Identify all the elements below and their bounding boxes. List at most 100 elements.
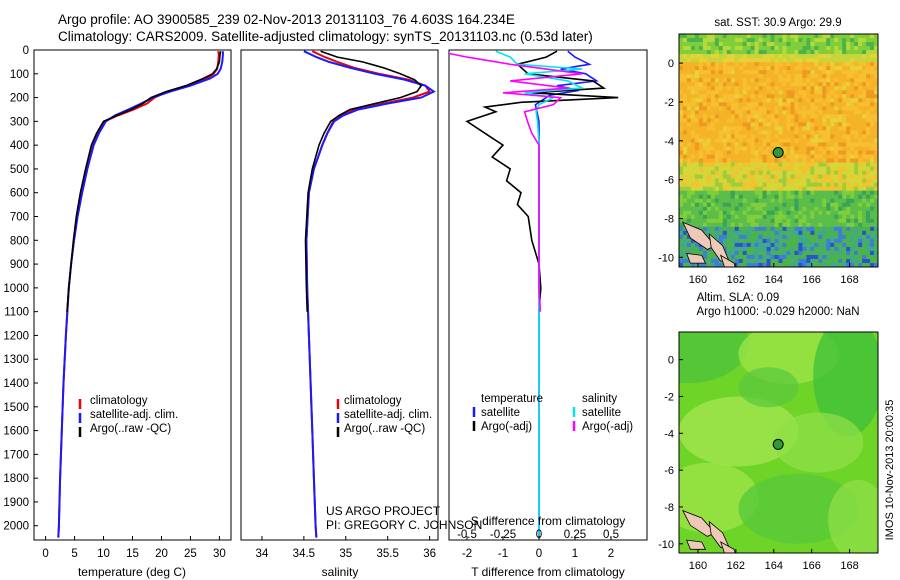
sst-cell (830, 238, 835, 244)
sst-cell (766, 194, 771, 200)
sst-cell (754, 210, 759, 216)
sst-cell (862, 214, 867, 220)
sst-cell (762, 46, 767, 51)
sst-cell (710, 54, 716, 59)
sst-cell (870, 194, 875, 200)
sst-cell (806, 126, 811, 131)
sst-cell (754, 98, 759, 103)
sst-cell (754, 74, 759, 79)
sst-cell (778, 34, 783, 39)
sst-cell (782, 54, 787, 59)
sst-cell (830, 118, 835, 123)
sst-cell (730, 258, 736, 264)
sst-cell (870, 90, 875, 95)
sst-cell (786, 142, 791, 147)
sst-cell (766, 146, 771, 151)
sst-cell (834, 130, 839, 135)
sst-cell (770, 222, 775, 228)
sst-cell (826, 170, 831, 176)
sst-cell (826, 42, 831, 47)
sst-cell (826, 194, 831, 200)
sst-cell (826, 234, 831, 240)
sst-cell (842, 134, 847, 139)
sst-cell (746, 226, 752, 232)
sst-cell (794, 158, 799, 163)
sst-cell (866, 118, 871, 123)
sst-cell (782, 238, 787, 244)
sst-cell (746, 230, 752, 236)
sst-cell (690, 210, 696, 216)
sst-cell (834, 182, 839, 188)
sst-cell (838, 38, 843, 43)
sst-cell (798, 106, 803, 111)
sst-cell (790, 150, 795, 155)
sst-cell (810, 90, 815, 95)
sst-cell (874, 198, 878, 204)
sst-cell (714, 258, 720, 264)
sst-cell (754, 42, 759, 47)
sla-blob (679, 462, 759, 533)
sst-cell (834, 162, 839, 167)
sst-cell (682, 134, 688, 139)
sst-cell (754, 170, 759, 176)
sst-cell (750, 122, 756, 127)
sst-cell (818, 62, 823, 67)
sst-cell (746, 58, 752, 63)
sst-cell (679, 134, 684, 139)
sst-cell (750, 74, 756, 79)
sst-cell (834, 98, 839, 103)
sst-cell (726, 114, 732, 119)
sst-cell (810, 34, 815, 39)
sst-cell (842, 74, 847, 79)
sst-cell (754, 194, 759, 200)
sst-cell (750, 46, 756, 51)
sst-cell (746, 126, 752, 131)
sst-cell (830, 126, 835, 131)
sst-cell (830, 226, 835, 232)
sst-cell (794, 118, 799, 123)
sst-cell (682, 214, 688, 220)
sst-cell (874, 222, 878, 228)
sst-cell (850, 214, 855, 220)
sst-cell (850, 134, 855, 139)
sst-cell (842, 210, 847, 216)
sst-cell (838, 246, 843, 252)
sst-cell (830, 222, 835, 228)
sst-cell (758, 98, 763, 103)
sst-cell (790, 90, 795, 95)
sst-cell (726, 58, 732, 63)
sst-cell (818, 138, 823, 143)
sst-cell (842, 142, 847, 147)
sst-cell (694, 142, 700, 147)
sst-cell (686, 210, 692, 216)
sst-cell (822, 150, 827, 155)
sst-cell (690, 186, 696, 192)
sst-cell (858, 50, 863, 55)
sst-cell (834, 78, 839, 83)
sst-cell (679, 58, 684, 63)
sst-cell (806, 54, 811, 59)
sst-cell (834, 258, 839, 264)
sst-cell (746, 50, 752, 55)
sst-cell (694, 122, 700, 127)
sst-cell (770, 174, 775, 180)
sst-cell (758, 218, 763, 224)
sst-cell (850, 130, 855, 135)
sst-cell (694, 42, 700, 47)
sst-cell (870, 234, 875, 240)
sst-cell (866, 198, 871, 204)
sst-cell (774, 62, 779, 67)
sst-cell (734, 254, 740, 260)
sst-cell (826, 206, 831, 212)
sst-cell (802, 106, 807, 111)
sst-cell (790, 118, 795, 123)
sst-cell (706, 54, 712, 59)
sst-cell (770, 238, 775, 244)
sst-cell (742, 42, 748, 47)
sst-cell (714, 202, 720, 208)
sst-cell (726, 138, 732, 143)
sst-cell (690, 190, 696, 196)
sst-cell (778, 226, 783, 232)
sst-cell (794, 78, 799, 83)
sst-cell (838, 130, 843, 135)
